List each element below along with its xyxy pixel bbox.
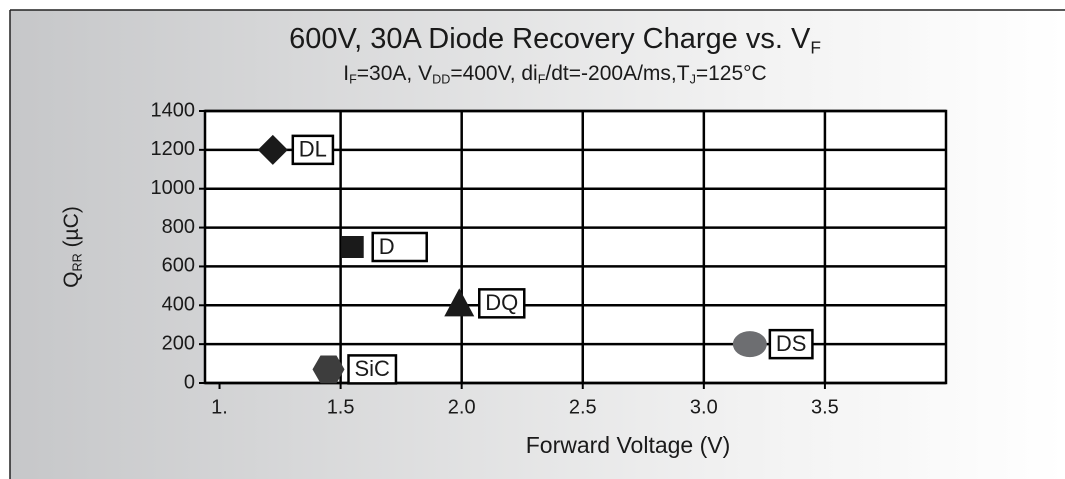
chart-subtitle-part: J bbox=[690, 73, 696, 87]
plot-frame bbox=[203, 109, 948, 385]
chart-subtitle-part: F bbox=[349, 73, 357, 87]
chart-subtitle-part: /dt=-200A/ms,T bbox=[545, 62, 689, 85]
x-tick-label: 1.5 bbox=[327, 396, 355, 418]
x-tick-label: 3.5 bbox=[811, 396, 839, 418]
data-point bbox=[257, 134, 288, 165]
y-axis-label-part: Q bbox=[60, 271, 83, 287]
point-label-box bbox=[478, 288, 526, 319]
point-label: DQ bbox=[485, 290, 518, 315]
point-label-box bbox=[768, 328, 814, 360]
chart-title-part: 600V, 30A Diode Recovery Charge vs. V bbox=[289, 23, 811, 55]
chart-subtitle-part: I bbox=[343, 62, 349, 85]
y-tick-label: 800 bbox=[162, 216, 195, 238]
chart-subtitle-part: =400V, di bbox=[450, 62, 537, 85]
x-axis-label: Forward Voltage (V) bbox=[526, 432, 731, 458]
y-axis-label-part: (µC) bbox=[60, 206, 83, 253]
y-tick-label: 200 bbox=[162, 332, 195, 354]
chart-title: 600V, 30A Diode Recovery Charge vs. VF bbox=[289, 23, 821, 58]
chart-subtitle-part: DD bbox=[432, 73, 450, 87]
data-point bbox=[444, 288, 475, 317]
point-label: DS bbox=[776, 331, 807, 356]
point-label-box bbox=[291, 134, 335, 166]
chart-subtitle: IF=30A, VDD=400V, diF/dt=-200A/ms,TJ=125… bbox=[343, 62, 766, 87]
y-tick-label: 1000 bbox=[151, 177, 196, 199]
chart-subtitle-part: =125°C bbox=[696, 62, 767, 85]
y-tick-label: 400 bbox=[162, 294, 195, 316]
point-label-box bbox=[371, 231, 428, 263]
data-point bbox=[312, 355, 345, 384]
x-tick-label: 2.5 bbox=[569, 396, 597, 418]
x-tick-label: 3.0 bbox=[690, 396, 718, 418]
data-point bbox=[341, 236, 364, 258]
x-tick-label: 1. bbox=[211, 396, 228, 418]
y-tick-label: 1400 bbox=[151, 99, 196, 121]
y-axis-label: QRR (µC) bbox=[60, 206, 85, 288]
point-label: SiC bbox=[355, 356, 391, 381]
chart-subtitle-part: =30A, V bbox=[357, 62, 432, 85]
y-tick-label: 0 bbox=[184, 371, 195, 393]
y-axis-label-part: RR bbox=[71, 253, 85, 271]
point-label-box bbox=[347, 354, 398, 385]
x-tick-label: 2.0 bbox=[448, 396, 476, 418]
point-label: DL bbox=[299, 137, 327, 162]
y-tick-label: 1200 bbox=[151, 138, 196, 160]
data-point bbox=[732, 331, 767, 358]
point-label: D bbox=[379, 234, 395, 259]
y-tick-label: 600 bbox=[162, 255, 195, 277]
chart-subtitle-part: F bbox=[538, 73, 546, 87]
chart-title-part: F bbox=[810, 37, 821, 57]
